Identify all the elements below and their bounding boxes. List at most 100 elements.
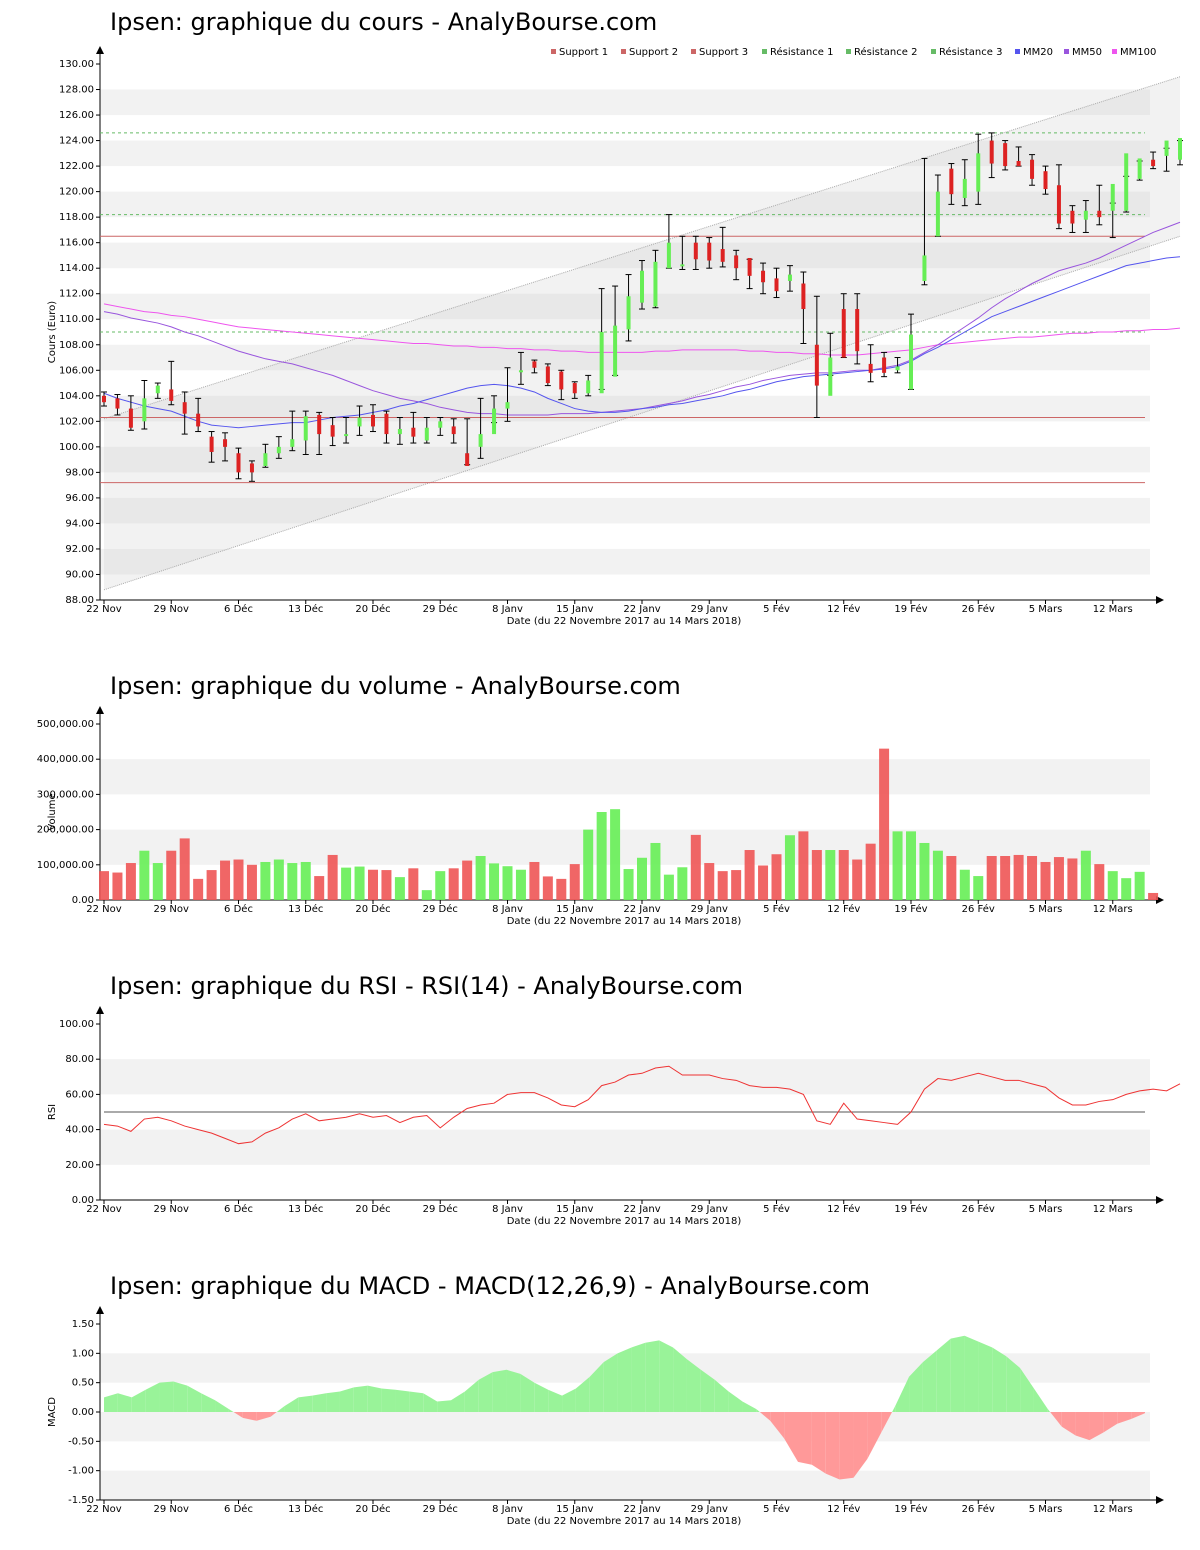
macd-segment [603, 1353, 618, 1412]
candle-body [841, 309, 846, 358]
volume-ytick-label: 400,000.00 [37, 754, 94, 765]
volume-bar [1134, 871, 1145, 900]
price-ytick-label: 104.00 [59, 391, 94, 402]
macd-ytick-label: -1.50 [68, 1495, 94, 1506]
price-ytick-label: 116.00 [59, 238, 94, 249]
candle-body [276, 446, 281, 454]
volume-bar [852, 859, 863, 900]
candle-body [303, 416, 308, 441]
candle-body [868, 363, 873, 373]
candle-body [263, 453, 268, 466]
candle-body [102, 395, 106, 403]
rsi-chart-panel: Ipsen: graphique du RSI - RSI(14) - Anal… [0, 960, 1200, 1240]
price-xtick-label: 13 Déc [288, 603, 323, 615]
volume-bar [125, 863, 136, 900]
volume-xtick-label: 26 Fév [962, 903, 995, 915]
volume-bar [515, 869, 526, 900]
macd-segment [1117, 1412, 1132, 1424]
candle-body [545, 366, 550, 384]
macd-segment [1089, 1412, 1104, 1441]
candle-body [155, 385, 160, 394]
macd-segment [1020, 1368, 1034, 1412]
rsi-line [103, 1065, 1181, 1145]
price-grid-band [100, 548, 1150, 575]
macd-chart-panel: Ipsen: graphique du MACD - MACD(12,26,9)… [0, 1260, 1200, 1550]
price-xtick-label: 6 Déc [224, 603, 253, 615]
macd-segment [367, 1385, 382, 1412]
price-ytick-label: 108.00 [59, 340, 94, 351]
macd-ytick-label: 0.50 [72, 1378, 94, 1389]
macd-segment [437, 1400, 451, 1412]
candle-body [1097, 210, 1102, 218]
macd-segment [575, 1376, 590, 1412]
legend-swatch [846, 49, 851, 54]
trend-channel-lower [103, 235, 1181, 591]
candle-body [330, 425, 335, 437]
price-xtick-label: 5 Mars [1029, 604, 1063, 615]
candle-body [424, 427, 429, 441]
price-xtick-label: 12 Fév [827, 603, 860, 615]
candle-body [895, 366, 900, 371]
price-ytick-label: 92.00 [65, 544, 94, 555]
macd-segment [562, 1388, 576, 1412]
price-grid-band [100, 293, 1150, 320]
macd-xtick-label: 6 Déc [224, 1503, 253, 1515]
candle-body [290, 439, 295, 447]
candle-body [518, 370, 523, 373]
macd-segment [381, 1388, 396, 1412]
volume-xtick-label: 29 Nov [154, 904, 190, 915]
trend-channel-fill [104, 76, 1180, 590]
price-grid-band [100, 191, 1150, 218]
rsi-ytick-label: 100.00 [59, 1019, 94, 1030]
rsi-x-axis-arrow [1156, 1196, 1164, 1204]
volume-xtick-label: 6 Déc [224, 903, 253, 915]
volume-bar [475, 856, 486, 900]
rsi-xtick-label: 12 Mars [1093, 1204, 1133, 1215]
candle-body [492, 408, 497, 435]
price-xtick-label: 22 Janv [623, 604, 660, 615]
volume-bar [1148, 892, 1159, 900]
candle-body [976, 153, 981, 192]
volume-bar [220, 860, 231, 900]
rsi-xtick-label: 5 Fév [763, 1203, 790, 1215]
candle-body [1124, 153, 1129, 211]
macd-segment [892, 1406, 896, 1412]
price-x-axis-arrow [1156, 596, 1164, 604]
macd-ytick-label: 1.50 [72, 1319, 94, 1330]
macd-xtick-label: 8 Janv [492, 1504, 523, 1515]
macd-segment [950, 1335, 965, 1412]
price-xtick-label: 8 Janv [492, 604, 523, 615]
volume-bar [287, 863, 298, 900]
volume-xtick-label: 22 Nov [86, 904, 122, 915]
legend-swatch [621, 49, 626, 54]
macd-segment [645, 1340, 660, 1412]
volume-bar [663, 874, 674, 900]
legend-swatch [691, 49, 696, 54]
price-ytick-label: 130.00 [59, 59, 94, 70]
volume-chart-svg: 500,000.00 400,000.00 300,000.00 200,000.00… [37, 706, 1164, 927]
volume-xtick-label: 12 Mars [1093, 904, 1133, 915]
volume-bar [865, 843, 876, 900]
macd-segment [1006, 1356, 1021, 1412]
price-xtick-label: 5 Fév [763, 603, 790, 615]
volume-bar [300, 861, 311, 900]
candle-body [169, 389, 174, 401]
volume-bar [206, 870, 217, 900]
price-ytick-label: 120.00 [59, 187, 94, 198]
macd-segment [686, 1359, 701, 1412]
legend-swatch [1015, 49, 1020, 54]
macd-segment [867, 1412, 882, 1459]
volume-bar [731, 870, 742, 900]
volume-xtick-label: 22 Janv [623, 904, 660, 915]
macd-segment [104, 1393, 118, 1412]
macd-segment [756, 1409, 760, 1412]
legend-entry: Support 3 [699, 47, 748, 58]
macd-segment [1033, 1388, 1048, 1412]
macd-x-axis-label: Date (du 22 Novembre 2017 au 14 Mars 201… [507, 1516, 742, 1527]
volume-bar [273, 859, 284, 900]
macd-segment [159, 1381, 174, 1412]
macd-segment [909, 1362, 923, 1412]
candle-body [344, 434, 349, 437]
candle-body [1178, 138, 1182, 160]
